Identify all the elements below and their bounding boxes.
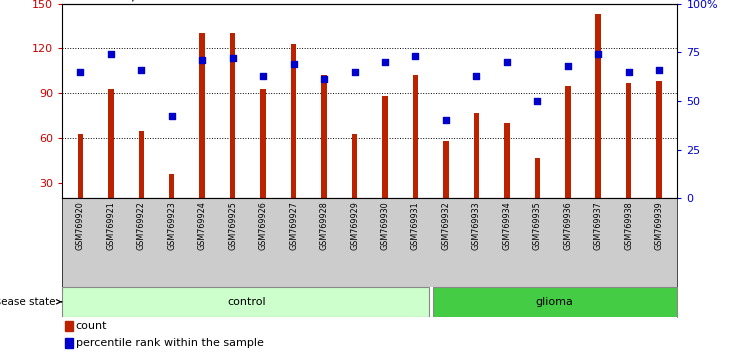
Point xyxy=(288,61,299,67)
Text: GSM769925: GSM769925 xyxy=(228,201,237,250)
Text: GSM769926: GSM769926 xyxy=(258,201,268,250)
Text: GSM769927: GSM769927 xyxy=(289,201,298,250)
Text: GSM769921: GSM769921 xyxy=(107,201,115,250)
Text: GSM769933: GSM769933 xyxy=(472,201,481,250)
Text: GSM769922: GSM769922 xyxy=(137,201,146,250)
Bar xyxy=(261,89,266,198)
Text: control: control xyxy=(227,297,266,307)
Bar xyxy=(65,321,72,331)
Point xyxy=(136,67,147,73)
Bar xyxy=(656,81,662,198)
Text: GSM769929: GSM769929 xyxy=(350,201,359,250)
Text: GSM769931: GSM769931 xyxy=(411,201,420,250)
Point xyxy=(653,67,665,73)
Text: GSM769937: GSM769937 xyxy=(593,201,603,250)
Bar xyxy=(433,287,677,317)
Point xyxy=(74,69,86,75)
Bar xyxy=(565,86,571,198)
Point xyxy=(318,77,330,82)
Text: GSM769936: GSM769936 xyxy=(564,201,572,250)
Bar xyxy=(443,141,449,198)
Point xyxy=(531,98,543,104)
Text: GDS5181 / 11856: GDS5181 / 11856 xyxy=(62,0,185,2)
Text: GSM769939: GSM769939 xyxy=(655,201,664,250)
Point xyxy=(166,114,177,119)
Text: GSM769920: GSM769920 xyxy=(76,201,85,250)
Text: glioma: glioma xyxy=(535,297,573,307)
Bar xyxy=(139,131,144,198)
Bar xyxy=(412,75,418,198)
Point xyxy=(257,73,269,79)
Point xyxy=(379,59,391,65)
Point xyxy=(623,69,634,75)
Point xyxy=(196,57,208,63)
Point xyxy=(592,51,604,57)
Bar xyxy=(230,34,235,198)
Text: disease state: disease state xyxy=(0,297,61,307)
Text: GSM769928: GSM769928 xyxy=(320,201,328,250)
Point xyxy=(501,59,512,65)
Text: GSM769932: GSM769932 xyxy=(442,201,450,250)
Bar xyxy=(352,134,357,198)
Text: GSM769934: GSM769934 xyxy=(502,201,511,250)
Bar xyxy=(596,14,601,198)
Text: count: count xyxy=(76,321,107,331)
Text: GSM769924: GSM769924 xyxy=(198,201,207,250)
Bar xyxy=(321,75,327,198)
Text: GSM769923: GSM769923 xyxy=(167,201,176,250)
Bar xyxy=(534,158,540,198)
Bar xyxy=(199,34,205,198)
Bar xyxy=(626,83,631,198)
Bar xyxy=(108,89,114,198)
Point xyxy=(410,53,421,59)
Point xyxy=(562,63,574,69)
Point xyxy=(227,55,239,61)
Bar xyxy=(504,123,510,198)
Point xyxy=(471,73,483,79)
Bar xyxy=(62,287,429,317)
Text: GSM769935: GSM769935 xyxy=(533,201,542,250)
Bar xyxy=(474,113,479,198)
Point xyxy=(349,69,361,75)
Bar xyxy=(383,96,388,198)
Text: percentile rank within the sample: percentile rank within the sample xyxy=(76,338,264,348)
Point xyxy=(440,118,452,123)
Text: GSM769930: GSM769930 xyxy=(380,201,390,250)
Text: GSM769938: GSM769938 xyxy=(624,201,633,250)
Bar xyxy=(291,44,296,198)
Point xyxy=(105,51,117,57)
Bar xyxy=(65,338,72,348)
Bar xyxy=(169,174,174,198)
Bar xyxy=(77,134,83,198)
